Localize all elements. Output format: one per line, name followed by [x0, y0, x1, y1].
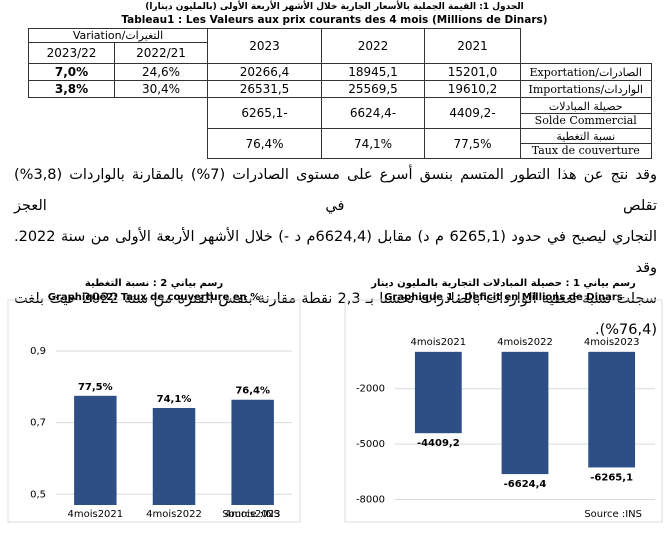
y-tick-label: 0,7: [30, 418, 46, 429]
line: التجاري ليصبح في حدود (6265,1 م د) مقابل…: [14, 229, 657, 276]
label: Taux de couverture: [521, 143, 651, 157]
x-tick-label: 4mois2021: [410, 337, 466, 348]
chart-title-ar: رسم بياني 1 : حصيلة المبادلات التجارية ب…: [370, 278, 636, 289]
table: Variation/التغيرات 2023 2022 2021 2023/2…: [28, 28, 652, 159]
x-tick-label: 4mois2021: [67, 509, 123, 520]
cell: 15201,0: [424, 63, 521, 81]
cell: 26531,5: [207, 80, 322, 98]
row-label: نسبة التغطية Taux de couverture: [520, 128, 652, 159]
paragraph: وقد نتج عن هذا التطور المتسم بنسق أسرع ع…: [14, 160, 657, 346]
cell: 74,1%: [321, 128, 425, 159]
row-label: Importations/الواردات: [520, 80, 652, 98]
source: Source :INS: [584, 509, 642, 520]
bar: [414, 351, 462, 434]
line: سجلت نسبة تغطية الواردات بالصادرات تحسنا…: [14, 291, 657, 338]
label: حصيلة المبادلات: [548, 99, 623, 113]
source: Source :INS: [222, 509, 280, 520]
value-label: 74,1%: [157, 394, 192, 405]
value-label: 76,4%: [235, 386, 270, 397]
line: وقد نتج عن هذا التطور المتسم بنسق أسرع ع…: [14, 167, 657, 214]
label: Solde Commercial: [521, 112, 651, 127]
x-tick-label: 4mois2022: [146, 509, 202, 520]
cell: 19610,2: [424, 80, 521, 98]
cell: 6265,1-: [207, 97, 322, 129]
period: 2023/22: [28, 42, 115, 64]
variation-header: Variation/التغيرات: [28, 28, 208, 43]
charts: رسم بياني 2 : نسبة التغطية Graphique2: Ta…: [7, 278, 663, 523]
row-label: حصيلة المبادلات Solde Commercial: [520, 97, 652, 129]
x-tick-label: 4mois2022: [497, 337, 553, 348]
cell: 20266,4: [207, 63, 322, 81]
chart-title: Graphique2: Taux de couverture en %: [48, 292, 261, 303]
value-label: -6265,1: [590, 472, 633, 483]
bar: [501, 351, 549, 475]
y-tick-label: -8000: [356, 494, 385, 505]
year: 2023: [207, 28, 322, 64]
year: 2021: [424, 28, 521, 64]
y-tick-label: 0,9: [30, 346, 46, 357]
label: Exportation/الصادرات: [529, 65, 642, 79]
title-ar: الجدول 1: القيمة الجملية بالأسعار الجاري…: [145, 2, 524, 12]
cell: 77,5%: [424, 128, 521, 159]
cell: 24,6%: [114, 63, 208, 81]
bar: [588, 351, 636, 468]
chart-title: Graphique 1 : Deficit en Millions de Din…: [384, 292, 623, 303]
bar: [231, 399, 274, 505]
cell: 6624,4-: [321, 97, 425, 129]
y-tick-label: -2000: [356, 384, 385, 395]
y-tick-label: -5000: [356, 439, 385, 450]
cell: 30,4%: [114, 80, 208, 98]
bar: [152, 407, 196, 505]
bar: [74, 395, 117, 505]
label: Importations/الواردات: [528, 82, 643, 96]
cell: 3,8%: [28, 80, 115, 98]
chart-frame: [344, 299, 663, 523]
chart-title-ar: رسم بياني 2 : نسبة التغطية: [85, 278, 223, 289]
year: 2022: [321, 28, 425, 64]
cell: 25569,5: [321, 80, 425, 98]
cell: 4409,2-: [424, 97, 521, 129]
cell: 7,0%: [28, 63, 115, 81]
title-fr: Tableau1 : Les Valeurs aux prix courants…: [121, 14, 548, 26]
row-label: Exportation/الصادرات: [520, 63, 652, 81]
x-tick-label: 4mois2023: [584, 337, 640, 348]
x-tick-label: 4mois2023: [225, 509, 281, 520]
label: نسبة التغطية: [556, 130, 616, 143]
y-tick-label: 0,5: [30, 489, 46, 500]
value-label: -6624,4: [504, 479, 547, 490]
chart-frame: [7, 299, 301, 523]
cell: 18945,1: [321, 63, 425, 81]
value-label: 77,5%: [78, 382, 113, 393]
value-label: -4409,2: [417, 438, 460, 449]
cell: 76,4%: [207, 128, 322, 159]
period: 2022/21: [114, 42, 208, 64]
